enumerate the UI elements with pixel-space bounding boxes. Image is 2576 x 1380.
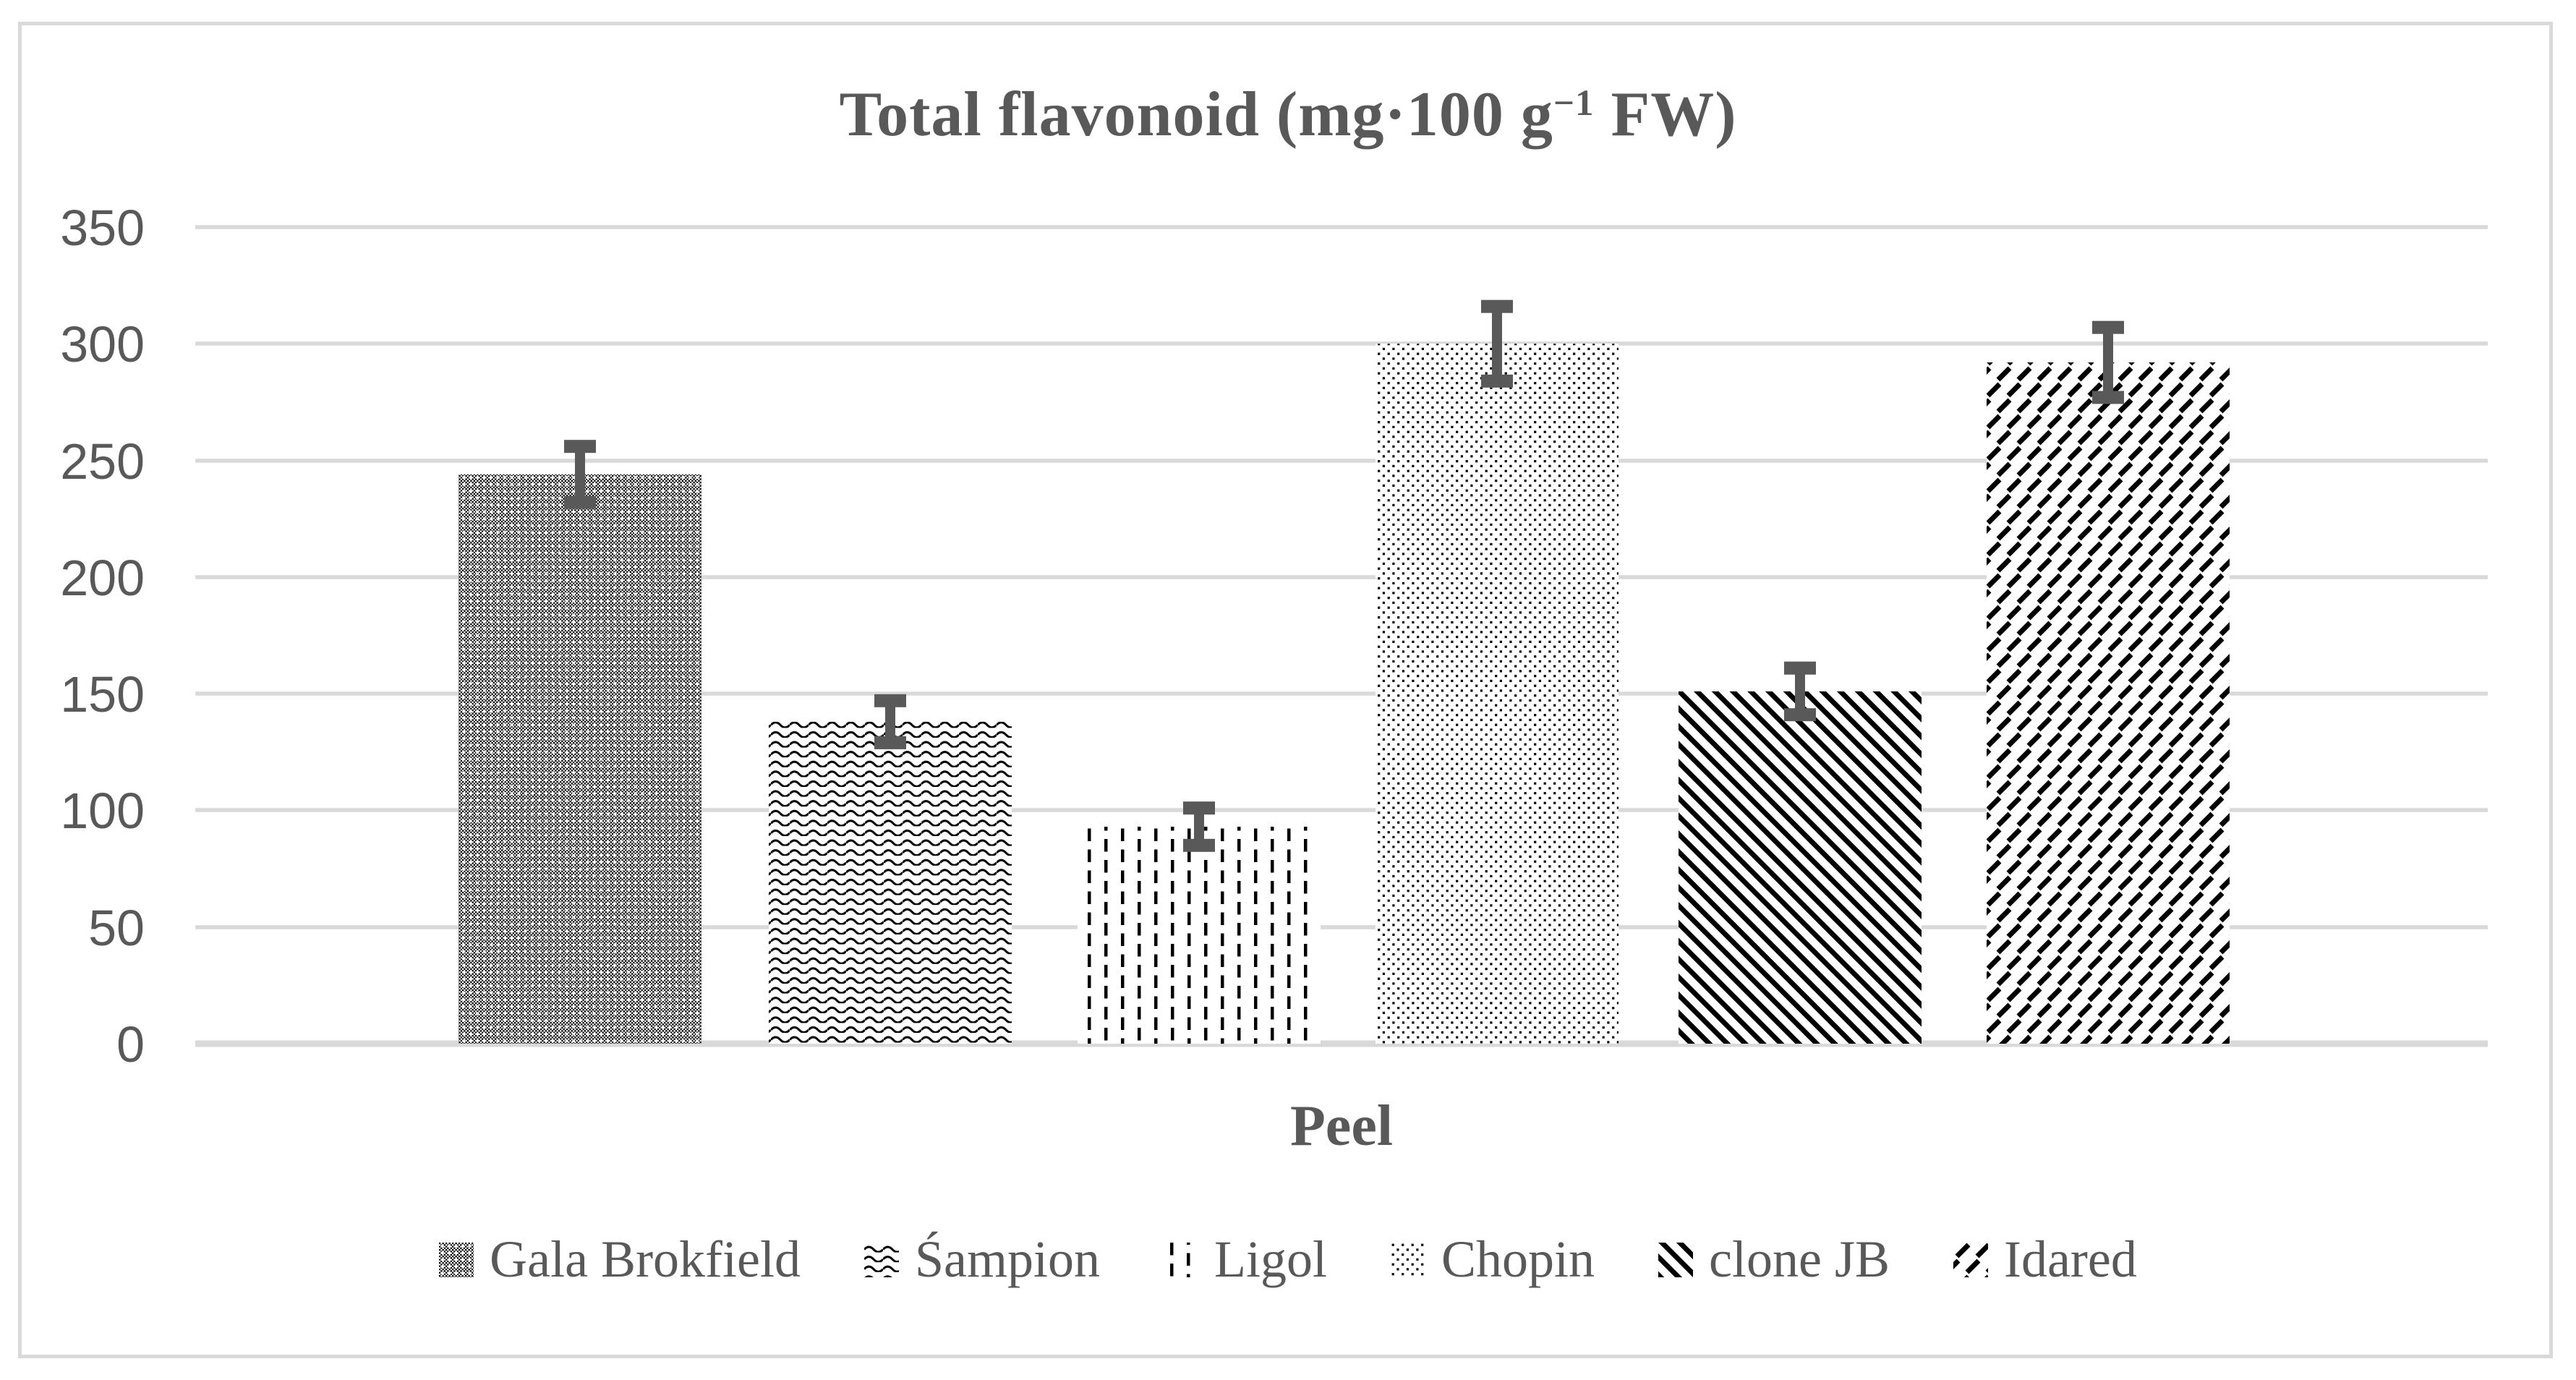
y-tick-100: 100 xyxy=(60,783,145,839)
legend-item-clone-jb: clone JB xyxy=(1658,1230,1890,1290)
chart-title-text: Total flavonoid (mg·100 g xyxy=(839,80,1553,150)
legend-label-gala-brokfield: Gala Brokfield xyxy=(490,1230,801,1288)
legend-label-idared: Idared xyxy=(2004,1230,2137,1288)
y-tick-250: 250 xyxy=(60,433,145,490)
y-tick-50: 50 xyxy=(88,900,145,956)
bar-gala-brokfield xyxy=(459,474,701,1044)
x-axis-label: Peel xyxy=(1289,1094,1394,1158)
legend-swatch-vertical-dashes-icon xyxy=(1164,1242,1198,1277)
chart-frame-border xyxy=(18,22,2553,1358)
y-tick-0: 0 xyxy=(116,1016,145,1073)
bar-series-group xyxy=(459,344,2230,1044)
error-bar-idared xyxy=(2092,320,2124,404)
error-bars-group xyxy=(564,299,2124,852)
error-bar-sampion xyxy=(874,694,906,749)
legend: Gala Brokfield Śampion Ligol Chopin clon… xyxy=(0,1230,2576,1290)
legend-swatch-sparse-dots-icon xyxy=(1391,1242,1425,1277)
y-axis-tick-labels: 350 300 250 200 150 100 50 0 xyxy=(60,200,145,1073)
legend-item-sampion: Śampion xyxy=(863,1230,1100,1290)
bar-ligol xyxy=(1078,827,1321,1044)
legend-swatch-dotted-checker-icon xyxy=(439,1242,474,1277)
y-tick-350: 350 xyxy=(60,200,145,256)
legend-swatch-waves-icon xyxy=(863,1242,899,1277)
chart-title: Total flavonoid (mg·100 g−1 FW) xyxy=(0,78,2576,151)
bar-clone-jb xyxy=(1679,691,1922,1044)
legend-swatch-diagonal-weave-icon xyxy=(1953,1242,1988,1277)
y-tick-200: 200 xyxy=(60,550,145,606)
error-bar-gala-brokfield xyxy=(564,440,596,509)
bar-idared xyxy=(1987,362,2230,1044)
legend-label-ligol: Ligol xyxy=(1214,1230,1327,1288)
legend-item-ligol: Ligol xyxy=(1164,1230,1327,1290)
bar-chopin xyxy=(1376,344,1618,1044)
legend-item-idared: Idared xyxy=(1953,1230,2137,1290)
error-bar-clone-jb xyxy=(1784,661,1816,722)
chart-title-suffix: FW) xyxy=(1594,80,1737,150)
y-tick-300: 300 xyxy=(60,316,145,372)
legend-item-chopin: Chopin xyxy=(1391,1230,1595,1290)
legend-label-sampion: Śampion xyxy=(914,1230,1100,1288)
legend-label-clone-jb: clone JB xyxy=(1709,1230,1890,1288)
bar-sampion xyxy=(769,721,1012,1044)
y-tick-150: 150 xyxy=(60,666,145,723)
error-bar-ligol xyxy=(1183,801,1215,852)
error-bar-chopin xyxy=(1481,299,1513,388)
legend-swatch-diagonal-stripes-icon xyxy=(1658,1242,1694,1277)
legend-label-chopin: Chopin xyxy=(1441,1230,1595,1288)
legend-item-gala-brokfield: Gala Brokfield xyxy=(439,1230,801,1290)
chart-title-superscript: −1 xyxy=(1553,82,1595,124)
